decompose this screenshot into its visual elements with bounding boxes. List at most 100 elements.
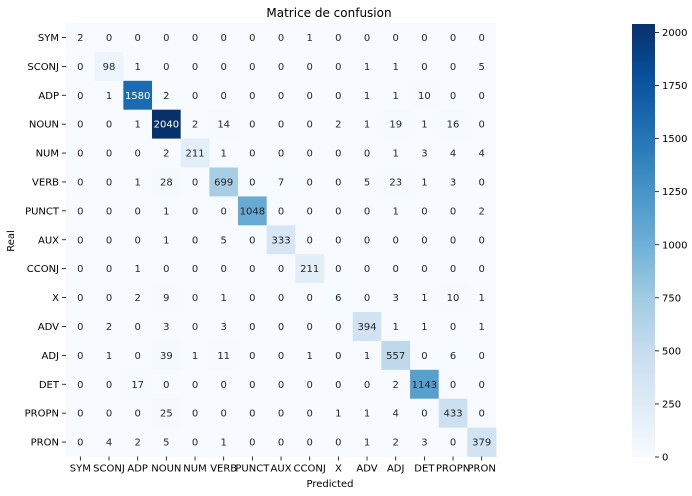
cell-value-label: 0 — [278, 351, 284, 362]
heatmap-cell — [295, 427, 325, 457]
cell-value-label: 0 — [450, 264, 456, 275]
colorbar-tick-label: 750 — [662, 293, 681, 304]
heatmap-cell — [209, 340, 239, 371]
heatmap-cell — [352, 254, 382, 284]
cell-value-label: 1 — [221, 293, 227, 304]
heatmap-cell — [324, 80, 354, 111]
heatmap-cell — [209, 138, 239, 168]
heatmap-cell — [209, 80, 239, 111]
heatmap-cell — [94, 283, 124, 313]
cell-value-label: 0 — [134, 149, 140, 160]
cell-value-label: 0 — [134, 351, 140, 362]
heatmap-cell — [410, 340, 440, 371]
heatmap-cell — [410, 51, 440, 82]
cell-value-label: 3 — [421, 438, 427, 449]
cell-value-label: 1048 — [240, 206, 265, 217]
heatmap-cell — [410, 109, 440, 139]
cell-value-label: 5 — [163, 438, 169, 449]
heatmap-cell — [295, 312, 325, 342]
cell-value-label: 1 — [393, 206, 399, 217]
cell-value-label: 9 — [163, 293, 169, 304]
cell-value-label: 1 — [364, 409, 370, 420]
heatmap-cell — [66, 80, 96, 111]
cell-value-label: 2 — [192, 120, 198, 131]
cell-value-label: 0 — [335, 149, 341, 160]
heatmap-cell — [66, 398, 96, 428]
heatmap-cell — [94, 167, 124, 197]
cell-value-label: 0 — [77, 322, 83, 333]
cell-value-label: 0 — [249, 409, 255, 420]
heatmap-cell — [324, 51, 354, 82]
cell-value-label: 4 — [106, 438, 112, 449]
cell-value-label: 0 — [278, 206, 284, 217]
cell-value-label: 0 — [77, 120, 83, 131]
colorbar-tick-label: 0 — [662, 453, 668, 464]
cell-value-label: 0 — [479, 351, 485, 362]
y-tick-label: X — [52, 293, 59, 304]
cell-value-label: 0 — [421, 235, 427, 246]
heatmap-cell — [438, 51, 468, 82]
heatmap-cell — [123, 138, 153, 168]
heatmap-cell — [410, 196, 440, 226]
heatmap-cells: 2 0 0 0 0 0 0 0 1 0 0 0 0 0 00 98 1 0 0 0 0 0 0 0 1 1 0 0 50 1 1580 2 0 0… — [66, 23, 497, 457]
cell-value-label: 0 — [393, 33, 399, 44]
heatmap-cell — [467, 340, 497, 371]
heatmap-cell — [266, 312, 296, 342]
cell-value-label: 0 — [278, 33, 284, 44]
cell-value-label: 0 — [364, 33, 370, 44]
heatmap-cell — [324, 340, 354, 371]
y-tick-label: ADP — [38, 91, 59, 102]
heatmap-cell — [410, 427, 440, 457]
cell-value-label: 1 — [163, 206, 169, 217]
heatmap-cell — [238, 138, 268, 168]
heatmap-cell — [381, 109, 411, 139]
cell-value-label: 2 — [163, 91, 169, 102]
cell-value-label: 0 — [364, 380, 370, 391]
cell-value-label: 0 — [249, 322, 255, 333]
heatmap-cell — [209, 196, 239, 226]
heatmap-cell — [66, 254, 96, 284]
heatmap-cell — [66, 225, 96, 255]
cell-value-label: 0 — [479, 235, 485, 246]
heatmap-cell — [410, 80, 440, 111]
cell-value-label: 3 — [421, 149, 427, 160]
heatmap-cell — [295, 51, 325, 82]
heatmap-cell — [381, 283, 411, 313]
heatmap-cell — [123, 23, 153, 53]
cell-value-label: 0 — [307, 409, 313, 420]
heatmap-cell — [438, 369, 468, 400]
heatmap-cell — [352, 427, 382, 457]
cell-value-label: 0 — [221, 33, 227, 44]
heatmap-cell — [123, 398, 153, 428]
heatmap-cell — [94, 312, 124, 342]
cell-value-label: 0 — [106, 235, 112, 246]
cell-value-label: 0 — [192, 409, 198, 420]
y-tick-label: SCONJ — [27, 62, 59, 73]
cell-value-label: 1 — [134, 177, 140, 188]
cell-value-label: 0 — [479, 409, 485, 420]
heatmap-cell — [180, 225, 210, 255]
heatmap-cell — [410, 23, 440, 53]
colorbar-tick-label: 1500 — [662, 134, 687, 145]
cell-value-label: 0 — [77, 149, 83, 160]
heatmap-cell — [238, 312, 268, 342]
cell-value-label: 1 — [393, 91, 399, 102]
heatmap-cell — [152, 196, 182, 226]
cell-value-label: 0 — [77, 91, 83, 102]
heatmap-cell — [94, 225, 124, 255]
cell-value-label: 0 — [249, 293, 255, 304]
heatmap-cell — [152, 23, 182, 53]
x-tick-label: PROPN — [436, 464, 470, 475]
cell-value-label: 0 — [307, 235, 313, 246]
cell-value-label: 0 — [278, 438, 284, 449]
cell-value-label: 0 — [77, 264, 83, 275]
heatmap-cell — [94, 51, 124, 82]
cell-value-label: 0 — [364, 149, 370, 160]
cell-value-label: 0 — [450, 235, 456, 246]
cell-value-label: 17 — [131, 380, 144, 391]
heatmap-cell — [324, 427, 354, 457]
cell-value-label: 1 — [221, 438, 227, 449]
heatmap-cell — [410, 225, 440, 255]
cell-value-label: 0 — [307, 91, 313, 102]
